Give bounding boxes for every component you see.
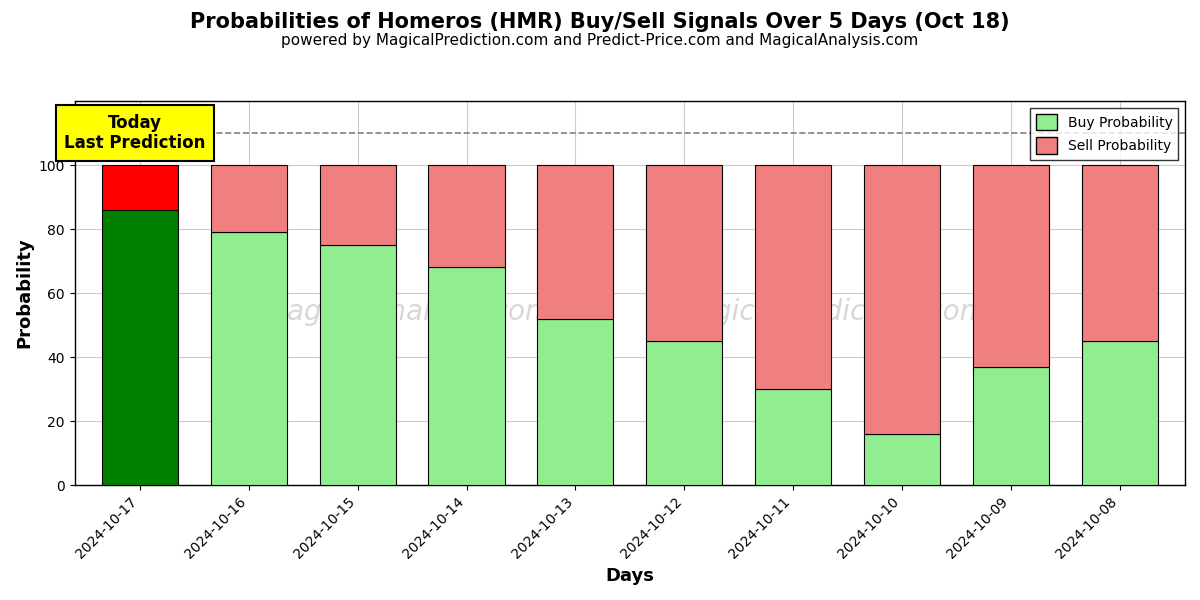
Bar xyxy=(211,232,287,485)
Text: Today
Last Prediction: Today Last Prediction xyxy=(64,113,205,152)
Bar xyxy=(102,165,178,210)
Bar xyxy=(864,434,940,485)
Bar xyxy=(755,165,832,389)
Y-axis label: Probability: Probability xyxy=(16,238,34,349)
Bar xyxy=(646,165,722,341)
X-axis label: Days: Days xyxy=(605,567,654,585)
Legend: Buy Probability, Sell Probability: Buy Probability, Sell Probability xyxy=(1030,108,1178,160)
Text: MagicalAnalysis.com: MagicalAnalysis.com xyxy=(263,298,552,326)
Bar xyxy=(1081,341,1158,485)
Text: Probabilities of Homeros (HMR) Buy/Sell Signals Over 5 Days (Oct 18): Probabilities of Homeros (HMR) Buy/Sell … xyxy=(190,12,1010,32)
Bar xyxy=(1081,165,1158,341)
Bar xyxy=(973,165,1049,367)
Bar xyxy=(102,210,178,485)
Bar xyxy=(319,165,396,245)
Bar xyxy=(211,165,287,232)
Bar xyxy=(538,165,613,319)
Bar xyxy=(319,245,396,485)
Bar xyxy=(428,165,505,268)
Bar xyxy=(538,319,613,485)
Bar xyxy=(864,165,940,434)
Bar xyxy=(428,268,505,485)
Text: powered by MagicalPrediction.com and Predict-Price.com and MagicalAnalysis.com: powered by MagicalPrediction.com and Pre… xyxy=(281,33,919,48)
Bar xyxy=(646,341,722,485)
Bar xyxy=(973,367,1049,485)
Text: MagicalPrediction.com: MagicalPrediction.com xyxy=(673,298,986,326)
Bar xyxy=(755,389,832,485)
